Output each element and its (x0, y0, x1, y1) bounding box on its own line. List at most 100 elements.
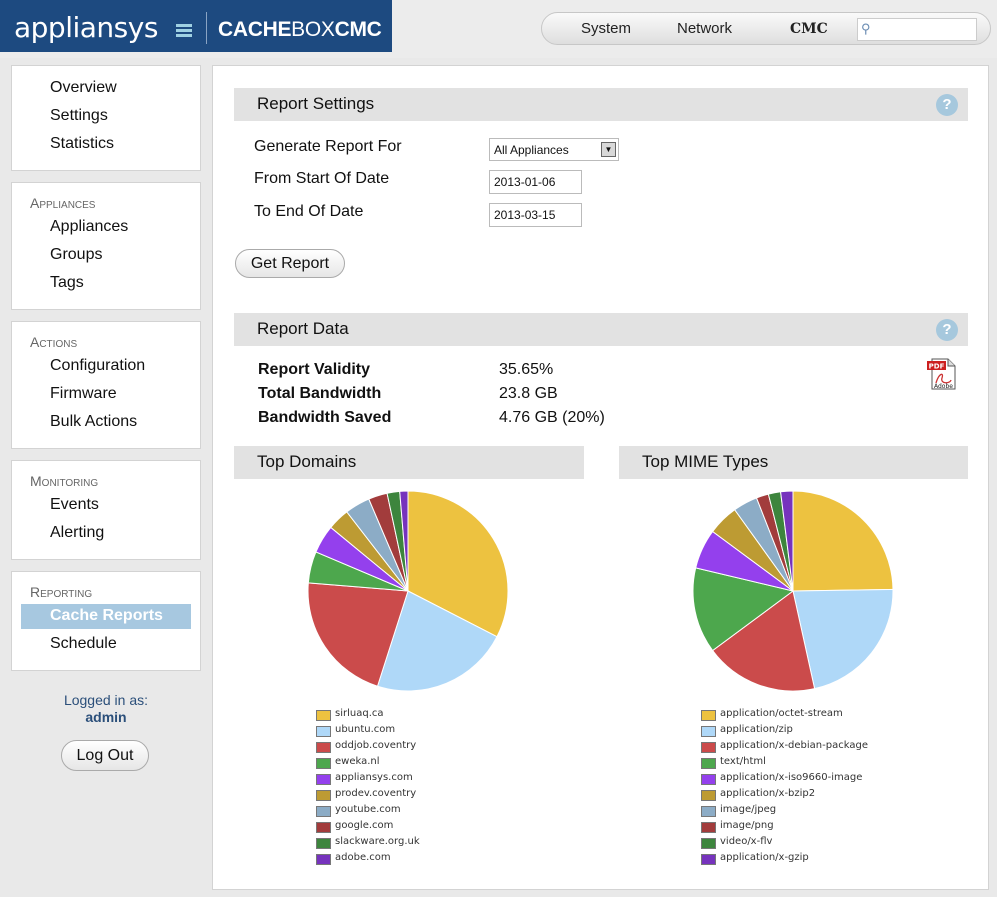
top-mime-pie-chart (692, 490, 894, 692)
pie-slice-application-zip (792, 588, 894, 690)
help-icon[interactable]: ? (936, 94, 958, 116)
help-icon[interactable]: ? (936, 319, 958, 341)
legend-swatch (701, 790, 716, 801)
top-mime-title: Top MIME Types (642, 452, 769, 471)
legend-label: oddjob.coventry (335, 740, 417, 751)
legend-label: image/jpeg (720, 804, 777, 815)
legend-swatch (701, 742, 716, 753)
legend-label: youtube.com (335, 804, 401, 815)
legend-swatch (316, 822, 331, 833)
legend-swatch (316, 710, 331, 721)
sidebar-monitoring-box: Monitoring Events Alerting (11, 460, 201, 560)
nav-network[interactable]: Network (677, 20, 733, 37)
legend-label: application/x-bzip2 (720, 788, 816, 799)
bandwidth-saved-label: Bandwidth Saved (258, 409, 392, 426)
sidebar-actions-box: Actions Configuration Firmware Bulk Acti… (11, 321, 201, 449)
get-report-button[interactable]: Get Report (235, 249, 345, 278)
top-domains-title: Top Domains (257, 452, 357, 471)
pie-slice-ubuntu-com (376, 590, 498, 692)
pie-slice-application-octet-stream (792, 490, 894, 592)
total-bandwidth-label: Total Bandwidth (258, 385, 382, 402)
top-header: appliansys CACHEBOXCMC System Network CM… (0, 0, 997, 58)
pdf-icon[interactable]: PDF Adobe (926, 358, 958, 390)
section-title-reporting: Reporting (30, 584, 93, 600)
total-bandwidth-value: 23.8 GB (499, 385, 558, 402)
section-title-monitoring: Monitoring (30, 473, 99, 489)
sidebar-item-statistics[interactable]: Statistics (50, 135, 115, 152)
sidebar-item-firmware[interactable]: Firmware (50, 385, 117, 402)
top-domains-header: Top Domains (234, 446, 584, 479)
legend-swatch (316, 774, 331, 785)
legend-label: application/x-gzip (720, 852, 809, 863)
legend-swatch (316, 806, 331, 817)
pie-slice-text-html (692, 567, 795, 652)
sidebar-item-schedule[interactable]: Schedule (50, 635, 117, 652)
legend-swatch (316, 790, 331, 801)
sidebar-item-groups[interactable]: Groups (50, 246, 103, 263)
pdf-icon-sublabel: Adobe (934, 383, 953, 390)
username: admin (85, 709, 127, 725)
logged-in-label: Logged in as: (63, 692, 149, 708)
legend-label: eweka.nl (335, 756, 380, 767)
pie-slice-adobe-com (399, 490, 409, 592)
appliance-select[interactable]: All Appliances ▼ (489, 138, 619, 161)
nav-system[interactable]: System (581, 20, 632, 37)
sidebar-main-box: Overview Settings Statistics (11, 65, 201, 171)
bandwidth-saved-value: 4.76 GB (20%) (499, 409, 605, 426)
legend-swatch (701, 758, 716, 769)
pie-slice-application-x-debian-package (711, 590, 816, 692)
sidebar-item-configuration[interactable]: Configuration (50, 357, 146, 374)
legend-label: application/octet-stream (720, 708, 843, 719)
report-data-title: Report Data (257, 319, 349, 338)
legend-swatch (701, 774, 716, 785)
legend-label: prodev.coventry (335, 788, 417, 799)
sidebar-item-overview[interactable]: Overview (50, 79, 117, 96)
legend-swatch (701, 710, 716, 721)
legend-swatch (701, 806, 716, 817)
legend-label: slackware.org.uk (335, 836, 420, 847)
report-settings-header: Report Settings ? (234, 88, 968, 121)
legend-label: google.com (335, 820, 394, 831)
pie-slice-application-x-gzip (780, 490, 794, 592)
legend-label: ubuntu.com (335, 724, 396, 735)
sidebar-item-cache-reports[interactable]: Cache Reports (21, 604, 191, 629)
sidebar-reporting-box: Reporting Cache Reports Schedule (11, 571, 201, 671)
top-mime-header: Top MIME Types (619, 446, 968, 479)
sidebar-item-appliances[interactable]: Appliances (50, 218, 129, 235)
generate-report-label: Generate Report For (254, 138, 402, 155)
appliansys-logo: appliansys (14, 11, 158, 44)
start-date-field[interactable]: 2013-01-06 (489, 170, 582, 194)
legend-label: video/x-flv (720, 836, 773, 847)
legend-swatch (701, 822, 716, 833)
sidebar-item-tags[interactable]: Tags (50, 274, 84, 291)
logout-button[interactable]: Log Out (61, 740, 149, 771)
legend-label: sirluaq.ca (335, 708, 384, 719)
logo-bars-icon (176, 24, 192, 38)
report-validity-value: 35.65% (499, 361, 554, 378)
legend-swatch (316, 838, 331, 849)
pie-slice-sirluaq-ca (407, 490, 509, 638)
sidebar-item-bulk-actions[interactable]: Bulk Actions (50, 413, 138, 430)
sidebar-item-alerting[interactable]: Alerting (50, 524, 105, 541)
start-date-label: From Start Of Date (254, 170, 390, 187)
legend-label: application/x-iso9660-image (720, 772, 863, 783)
section-title-actions: Actions (30, 334, 78, 350)
legend-label: appliansys.com (335, 772, 413, 783)
legend-swatch (701, 838, 716, 849)
legend-label: application/zip (720, 724, 793, 735)
pie-slice-oddjob-coventry (307, 582, 409, 687)
nav-cmc[interactable]: CMC (790, 21, 828, 37)
search-input[interactable]: ⚲ (857, 18, 977, 41)
legend-label: adobe.com (335, 852, 391, 863)
legend-label: application/x-debian-package (720, 740, 868, 751)
sidebar-appliances-box: Appliances Appliances Groups Tags (11, 182, 201, 310)
end-date-field[interactable]: 2013-03-15 (489, 203, 582, 227)
legend-swatch (316, 742, 331, 753)
brand-divider (206, 12, 207, 44)
sidebar-item-settings[interactable]: Settings (50, 107, 108, 124)
sidebar-item-events[interactable]: Events (50, 496, 99, 513)
legend-swatch (316, 854, 331, 865)
legend-swatch (316, 726, 331, 737)
legend-label: text/html (720, 756, 766, 767)
login-status: Logged in as: admin (11, 692, 201, 725)
